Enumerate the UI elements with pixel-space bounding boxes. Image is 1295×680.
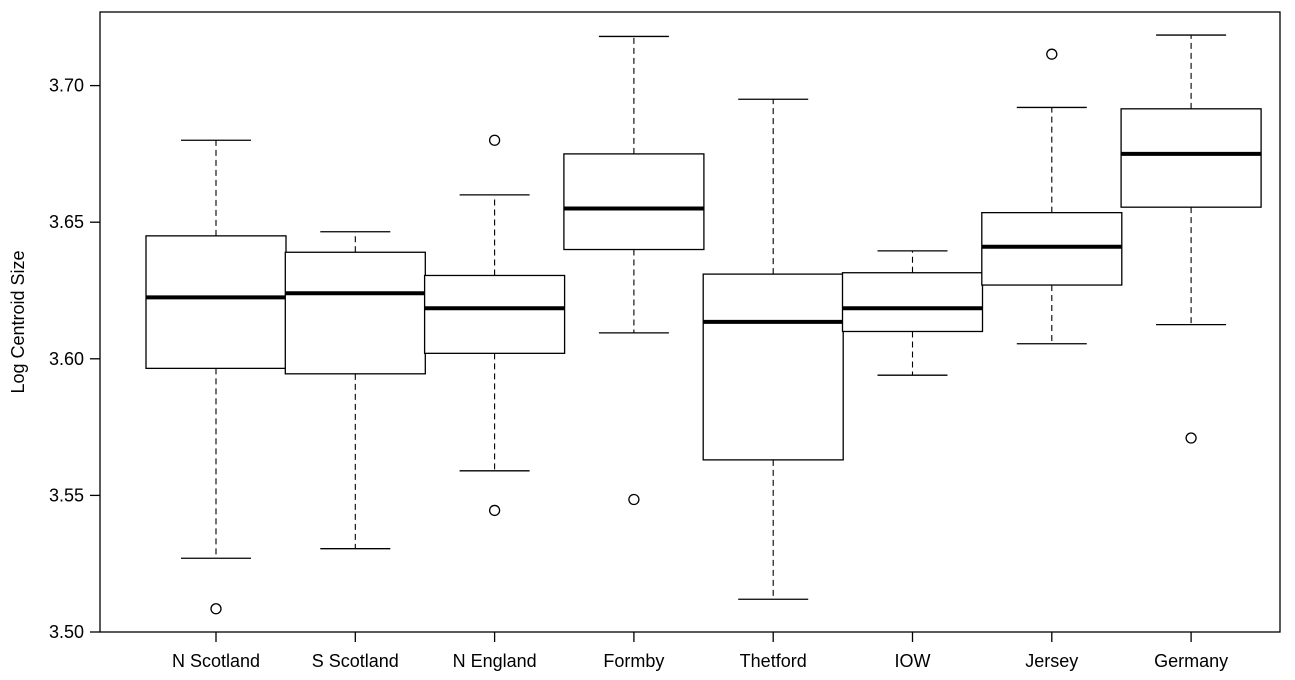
iqr-box — [284, 251, 426, 375]
y-tick-label: 3.55 — [49, 485, 84, 505]
x-tick-label: Thetford — [740, 651, 807, 671]
outlier-point — [1185, 432, 1197, 444]
iqr-box — [981, 211, 1123, 286]
outlier-point — [1046, 48, 1058, 60]
iqr-box — [563, 153, 705, 251]
y-tick-label: 3.60 — [49, 349, 84, 369]
y-tick-label: 3.65 — [49, 212, 84, 232]
iqr-box — [841, 272, 984, 333]
y-tick-label: 3.50 — [49, 622, 84, 642]
x-tick-label: N England — [453, 651, 537, 671]
x-tick-label: Germany — [1154, 651, 1228, 671]
outlier-point — [488, 504, 501, 517]
y-tick-label: 3.70 — [49, 76, 84, 96]
box-group — [145, 139, 287, 615]
x-tick-label: IOW — [895, 651, 931, 671]
outlier-point — [628, 493, 640, 506]
box-group — [841, 250, 984, 376]
box-group — [423, 134, 566, 517]
x-tick-label: Jersey — [1025, 651, 1078, 671]
iqr-box — [702, 273, 844, 461]
plot-frame — [99, 11, 1281, 633]
y-axis-title: Log Centroid Size — [8, 250, 28, 393]
boxes — [145, 34, 1262, 615]
iqr-box — [145, 235, 287, 370]
y-axis: 3.50 3.55 3.60 3.65 3.70 — [49, 76, 100, 642]
outlier-point — [488, 134, 501, 146]
box-group — [981, 48, 1123, 345]
iqr-box — [423, 274, 566, 354]
box-group — [702, 98, 844, 600]
outlier-point — [210, 603, 222, 615]
box-group — [284, 231, 426, 550]
x-tick-label: Formby — [603, 651, 664, 671]
x-axis: N Scotland S Scotland N England Formby Thetf… — [172, 632, 1228, 671]
x-tick-label: N Scotland — [172, 651, 260, 671]
box-group — [1120, 34, 1262, 444]
box-group — [563, 35, 705, 506]
x-tick-label: S Scotland — [312, 651, 399, 671]
iqr-box — [1120, 108, 1262, 208]
